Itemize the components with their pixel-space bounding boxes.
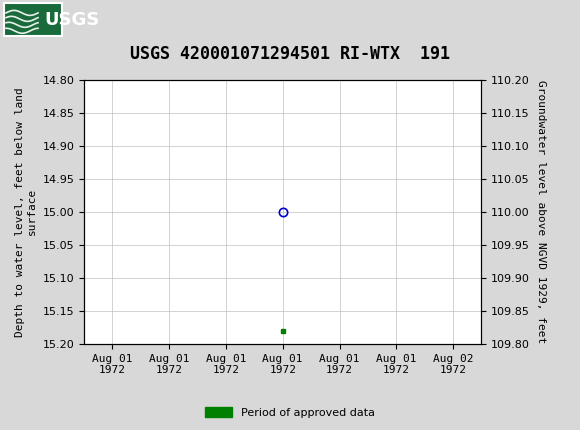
Text: USGS 420001071294501 RI-WTX  191: USGS 420001071294501 RI-WTX 191 <box>130 45 450 63</box>
Y-axis label: Groundwater level above NGVD 1929, feet: Groundwater level above NGVD 1929, feet <box>535 80 546 344</box>
Bar <box>4 3 62 36</box>
Y-axis label: Depth to water level, feet below land
surface: Depth to water level, feet below land su… <box>15 87 37 337</box>
Legend: Period of approved data: Period of approved data <box>200 403 380 422</box>
Text: USGS: USGS <box>44 11 99 29</box>
